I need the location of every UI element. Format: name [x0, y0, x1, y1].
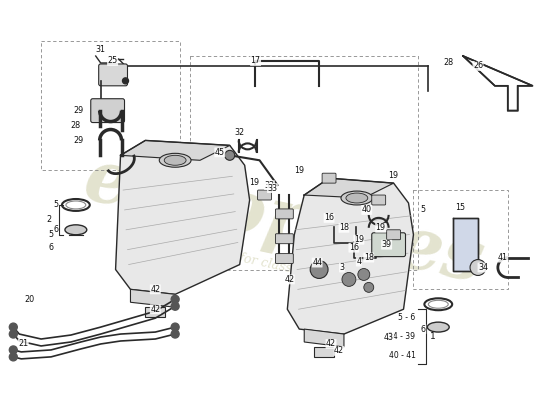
Ellipse shape	[160, 153, 191, 167]
FancyBboxPatch shape	[372, 195, 386, 205]
Polygon shape	[304, 329, 344, 347]
Polygon shape	[287, 178, 414, 334]
Text: 15: 15	[455, 204, 465, 212]
Text: 6: 6	[53, 225, 58, 234]
FancyBboxPatch shape	[257, 190, 272, 200]
Text: 2: 2	[47, 215, 52, 224]
Text: europäres: europäres	[78, 142, 491, 297]
Text: 25: 25	[107, 56, 118, 66]
Text: 19: 19	[388, 171, 399, 180]
Text: 43: 43	[384, 332, 394, 342]
Text: 17: 17	[250, 56, 261, 66]
Circle shape	[171, 295, 179, 303]
Text: 5: 5	[48, 230, 53, 239]
Circle shape	[470, 260, 486, 276]
Text: 3: 3	[339, 263, 344, 272]
Circle shape	[171, 330, 179, 338]
Text: 41: 41	[498, 253, 508, 262]
Text: 16: 16	[324, 213, 334, 222]
Ellipse shape	[346, 193, 368, 203]
Circle shape	[171, 323, 179, 331]
Text: 6: 6	[48, 243, 53, 252]
Text: 42: 42	[284, 275, 294, 284]
Circle shape	[123, 78, 129, 84]
Text: 31: 31	[96, 44, 106, 54]
Text: 19: 19	[294, 166, 304, 175]
Polygon shape	[314, 347, 334, 357]
Ellipse shape	[427, 322, 449, 332]
Text: 29: 29	[74, 136, 84, 145]
Polygon shape	[120, 140, 230, 160]
Text: 5 - 6: 5 - 6	[398, 313, 415, 322]
Text: 40 - 41: 40 - 41	[388, 351, 415, 360]
Circle shape	[9, 353, 17, 361]
Text: 42: 42	[150, 285, 161, 294]
FancyBboxPatch shape	[276, 234, 293, 244]
Text: 45: 45	[214, 148, 225, 157]
Text: 5: 5	[53, 200, 58, 210]
Text: 42: 42	[150, 305, 161, 314]
Text: 28: 28	[443, 58, 453, 68]
Text: 5: 5	[421, 206, 426, 214]
Text: 42: 42	[334, 346, 344, 356]
Ellipse shape	[65, 225, 87, 235]
Circle shape	[9, 346, 17, 354]
Text: 6: 6	[421, 324, 426, 334]
Text: 19: 19	[250, 178, 260, 187]
Text: 34: 34	[478, 263, 488, 272]
Text: 34 - 39: 34 - 39	[388, 332, 415, 340]
Circle shape	[364, 282, 374, 292]
FancyBboxPatch shape	[276, 209, 293, 219]
Text: 19: 19	[354, 235, 364, 244]
Text: 44: 44	[312, 258, 322, 267]
Polygon shape	[463, 56, 532, 111]
Text: 18: 18	[364, 253, 374, 262]
Text: a passion for classic car parts: a passion for classic car parts	[175, 238, 363, 290]
Text: 40: 40	[362, 206, 372, 214]
Polygon shape	[453, 218, 478, 272]
Ellipse shape	[341, 191, 373, 205]
Text: 1: 1	[430, 332, 436, 340]
Text: 16: 16	[349, 243, 359, 252]
Circle shape	[9, 330, 17, 338]
Circle shape	[310, 260, 328, 278]
Circle shape	[225, 150, 235, 160]
Circle shape	[9, 323, 17, 331]
Text: 20: 20	[24, 295, 34, 304]
Text: 18: 18	[339, 223, 349, 232]
Text: 28: 28	[71, 121, 81, 130]
Text: 4: 4	[356, 257, 361, 266]
Ellipse shape	[164, 155, 186, 165]
Circle shape	[358, 268, 370, 280]
FancyBboxPatch shape	[91, 99, 124, 122]
Circle shape	[342, 272, 356, 286]
Text: 33: 33	[267, 184, 277, 192]
Text: 33: 33	[265, 181, 274, 190]
FancyBboxPatch shape	[387, 230, 400, 240]
Polygon shape	[130, 289, 175, 307]
Text: 32: 32	[235, 128, 245, 137]
Circle shape	[171, 302, 179, 310]
Polygon shape	[116, 140, 250, 294]
FancyBboxPatch shape	[322, 173, 336, 183]
FancyBboxPatch shape	[372, 233, 405, 256]
Polygon shape	[145, 307, 165, 317]
Text: 39: 39	[382, 240, 392, 249]
FancyBboxPatch shape	[98, 64, 128, 86]
Text: 19: 19	[376, 223, 386, 232]
Text: 21: 21	[18, 340, 28, 348]
Text: 29: 29	[74, 106, 84, 115]
Text: 42: 42	[326, 340, 336, 348]
FancyBboxPatch shape	[276, 254, 293, 264]
Polygon shape	[304, 178, 394, 198]
Text: 26: 26	[473, 62, 483, 70]
